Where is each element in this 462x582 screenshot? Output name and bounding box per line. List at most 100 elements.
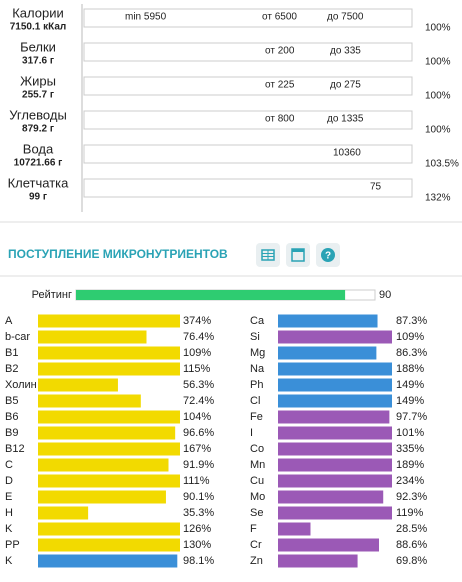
nutrient-name: B9 <box>5 427 18 439</box>
nutrient-name: Углеводы <box>9 107 67 122</box>
marker-label: до 7500 <box>327 12 364 23</box>
nutrient-name: Mg <box>250 347 265 359</box>
bar <box>278 426 392 440</box>
nutrient-name: K <box>5 523 13 535</box>
percent-label: 188% <box>396 363 424 375</box>
percent-label: 103.5% <box>425 159 459 170</box>
percent-label: 104% <box>183 411 211 423</box>
bar <box>278 314 378 328</box>
bar <box>278 522 311 536</box>
bar <box>38 554 178 568</box>
percent-label: 130% <box>183 539 211 551</box>
nutrient-name: Zn <box>250 555 263 567</box>
percent-label: 96.6% <box>183 427 214 439</box>
percent-label: 91.9% <box>183 459 214 471</box>
bar <box>38 330 147 344</box>
marker-label: до 275 <box>330 80 361 91</box>
marker-label: 10360 <box>333 148 361 159</box>
nutrient-name: Клетчатка <box>8 175 70 190</box>
svg-text:?: ? <box>325 251 331 262</box>
percent-label: 69.8% <box>396 555 427 567</box>
bar <box>38 490 166 504</box>
nutrient-name: Co <box>250 443 264 455</box>
nutrient-name: Si <box>250 331 260 343</box>
percent-label: 97.7% <box>396 411 427 423</box>
help-button[interactable]: ? <box>316 243 340 267</box>
percent-label: 56.3% <box>183 379 214 391</box>
nutrient-name: Fe <box>250 411 263 423</box>
marker-label: от 200 <box>265 46 295 57</box>
bar <box>38 426 176 440</box>
bar <box>278 442 392 456</box>
percent-label: 100% <box>425 91 451 102</box>
marker-label: от 225 <box>265 80 295 91</box>
nutrient-amount: 879.2 г <box>22 124 54 135</box>
nutrient-name: Cl <box>250 395 260 407</box>
percent-label: 100% <box>425 57 451 68</box>
rating-bar <box>76 290 346 300</box>
bar <box>38 314 180 328</box>
nutrient-name: F <box>250 523 257 535</box>
nutrient-name: I <box>250 427 253 439</box>
percent-label: 335% <box>396 443 424 455</box>
percent-label: 119% <box>396 507 424 519</box>
marker-label: от 800 <box>265 114 295 125</box>
bar <box>38 394 141 408</box>
nutrient-name: Se <box>250 507 263 519</box>
nutrient-name: B2 <box>5 363 18 375</box>
percent-label: 100% <box>425 125 451 136</box>
bar-track <box>83 144 413 164</box>
calendar-button[interactable] <box>286 243 310 267</box>
nutrient-name: Вода <box>23 141 54 156</box>
bar <box>38 458 169 472</box>
nutrient-amount: 99 г <box>29 192 47 203</box>
marker-label: от 6500 <box>262 12 297 23</box>
bar <box>278 394 392 408</box>
bar <box>278 538 380 552</box>
bar-track <box>83 42 413 62</box>
nutrient-name: B6 <box>5 411 18 423</box>
nutrient-name: Калории <box>12 5 64 20</box>
nutrient-name: Cr <box>250 539 262 551</box>
percent-label: 132% <box>425 193 451 204</box>
percent-label: 109% <box>183 347 211 359</box>
bar <box>38 474 180 488</box>
nutrient-name: Cu <box>250 475 264 487</box>
nutrient-name: A <box>5 315 13 327</box>
nutrient-amount: 317.6 г <box>22 56 54 67</box>
bar <box>278 362 392 376</box>
bar <box>38 538 180 552</box>
percent-label: 374% <box>183 315 211 327</box>
minerals-bars <box>278 314 392 568</box>
nutrient-name: b-car <box>5 331 30 343</box>
bar <box>38 506 89 520</box>
percent-label: 72.4% <box>183 395 214 407</box>
nutrient-name: Холин <box>5 379 37 391</box>
bar <box>38 362 180 376</box>
percent-label: 28.5% <box>396 523 427 535</box>
marker-label: до 1335 <box>327 114 364 125</box>
nutrient-name: Ph <box>250 379 263 391</box>
marker-label: до 335 <box>330 46 361 57</box>
bar <box>278 346 377 360</box>
nutrient-name: Mn <box>250 459 265 471</box>
bar <box>38 346 180 360</box>
nutrient-name: K <box>5 555 13 567</box>
bar <box>38 410 180 424</box>
percent-label: 88.6% <box>396 539 427 551</box>
percent-label: 100% <box>425 23 451 34</box>
section-title: ПОСТУПЛЕНИЕ МИКРОНУТРИЕНТОВ <box>8 247 228 261</box>
nutrient-name: B1 <box>5 347 18 359</box>
percent-label: 109% <box>396 331 424 343</box>
percent-label: 149% <box>396 379 424 391</box>
nutrient-name: Ca <box>250 315 265 327</box>
nutrient-name: Белки <box>20 39 56 54</box>
table-button[interactable] <box>256 243 280 267</box>
bar <box>278 490 384 504</box>
percent-label: 111% <box>183 475 210 487</box>
bar <box>38 522 180 536</box>
marker-label: 75 <box>370 182 382 193</box>
percent-label: 86.3% <box>396 347 427 359</box>
rating-label: Рейтинг <box>32 289 72 301</box>
nutrient-name: E <box>5 491 12 503</box>
